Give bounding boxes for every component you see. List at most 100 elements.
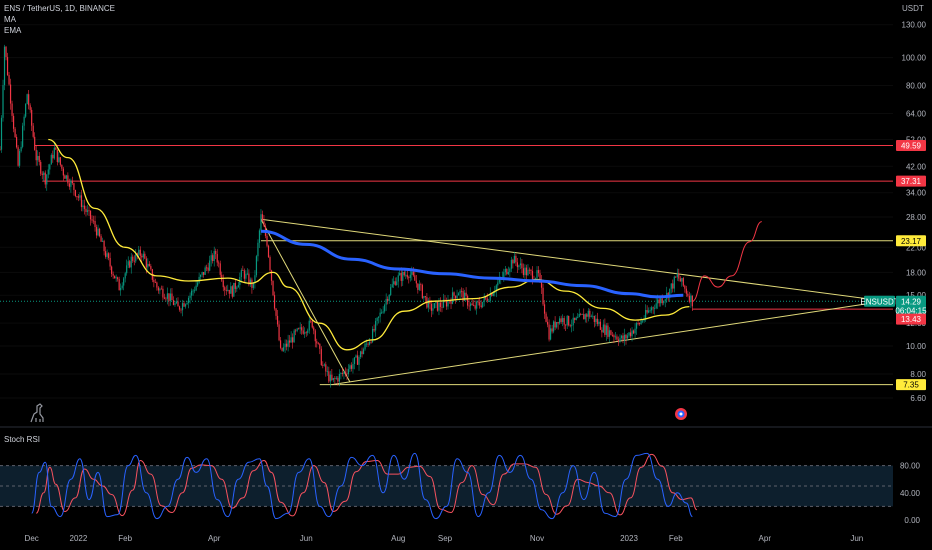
candle-body [492, 293, 494, 297]
candle-body [219, 263, 221, 275]
stoch-k-line [31, 452, 693, 520]
candle-body [491, 293, 493, 297]
candle-body [209, 260, 211, 271]
candle-body [215, 250, 217, 255]
candle-body [230, 286, 232, 294]
ma-indicator-label[interactable]: MA [4, 15, 16, 24]
candle-body [184, 304, 187, 307]
candle-body [64, 175, 66, 179]
candle-body [482, 301, 484, 308]
candle-body [447, 300, 449, 307]
candle-body [445, 301, 448, 307]
candle-body [531, 270, 534, 280]
candle-body [114, 275, 116, 279]
candle-body [126, 265, 128, 274]
candle-body [450, 301, 452, 304]
candle-body [670, 283, 672, 289]
candle-body [59, 157, 61, 165]
candle-body [305, 332, 307, 334]
candle-body [378, 316, 380, 318]
candle-body [260, 214, 262, 231]
time-tick: 2022 [70, 534, 88, 543]
candle-body [135, 253, 137, 262]
candle-body [242, 270, 244, 271]
candle-body [510, 259, 512, 269]
candle-body [65, 175, 67, 179]
candle-body [549, 328, 552, 340]
candle-body [540, 279, 543, 288]
price-pane[interactable] [0, 24, 894, 399]
candle-body [387, 298, 389, 301]
candle-body [358, 357, 360, 365]
candle-body [183, 303, 185, 307]
candle-body [554, 321, 556, 328]
price-tick: 28.00 [906, 213, 927, 222]
candle-body [192, 290, 194, 292]
candle-body [518, 265, 520, 268]
candle-body [476, 301, 478, 309]
candle-body [406, 274, 408, 278]
candle-body [364, 343, 366, 350]
symbol-title[interactable]: ENS / TetherUS, 1D, BINANCE [4, 4, 115, 13]
candle-body [669, 288, 671, 298]
candle-body [227, 289, 229, 291]
candle-body [206, 267, 208, 269]
candle-body [328, 371, 330, 382]
candle-body [613, 335, 615, 338]
candle-body [479, 302, 481, 306]
candle-body [15, 136, 18, 148]
candle-body [326, 371, 328, 373]
candle-body [47, 169, 49, 175]
candle-body [282, 347, 285, 351]
candle-body [94, 220, 96, 227]
candle-body [353, 357, 356, 364]
ema-indicator-label[interactable]: EMA [4, 26, 22, 35]
stoch-tick: 40.00 [900, 489, 921, 498]
candle-body [80, 195, 83, 208]
candle-body [497, 282, 499, 286]
candle-body [246, 273, 248, 275]
candle-body [270, 270, 273, 281]
candle-body [405, 274, 407, 276]
candle-body [201, 272, 203, 275]
candle-body [31, 109, 33, 126]
candle-body [263, 221, 265, 227]
candle-body [120, 287, 122, 291]
candle-body [620, 335, 623, 339]
candle-body [0, 117, 3, 150]
price-tag-bg [864, 295, 895, 307]
price-tag-label: 7.35 [903, 381, 919, 390]
candle-body [402, 271, 404, 281]
candle-body [144, 253, 146, 259]
price-axis[interactable]: 130.00100.0080.0064.0052.0042.0034.0028.… [900, 21, 927, 525]
earnings-flag-icon[interactable] [675, 408, 687, 420]
candle-body [129, 261, 131, 268]
stoch-rsi-label[interactable]: Stoch RSI [4, 435, 41, 444]
candle-body [276, 315, 279, 325]
candle-body [660, 298, 662, 304]
candle-body [299, 327, 301, 329]
candle-body [664, 299, 666, 302]
candle-body [88, 210, 90, 212]
candle-body [267, 245, 270, 258]
candle-body [676, 273, 678, 278]
stoch-pane[interactable] [0, 452, 893, 520]
candle-body [459, 290, 461, 294]
candle-body [572, 317, 574, 326]
candle-body [464, 292, 466, 301]
candle-body [44, 172, 46, 185]
candle-body [261, 214, 264, 222]
candle-body [130, 256, 132, 268]
candle-body [441, 306, 443, 308]
candle-body [127, 261, 129, 266]
candle-body [480, 305, 482, 308]
time-axis[interactable]: Dec 2022 Feb Apr Jun Aug Sep Nov 2023 Feb Apr Jun [25, 534, 864, 543]
candle-body [34, 136, 36, 150]
candle-body [457, 293, 460, 296]
candle-body [343, 371, 345, 374]
candle-body [133, 260, 135, 262]
candle-body [141, 255, 143, 258]
candle-body [616, 336, 618, 340]
candle-body [498, 277, 500, 283]
